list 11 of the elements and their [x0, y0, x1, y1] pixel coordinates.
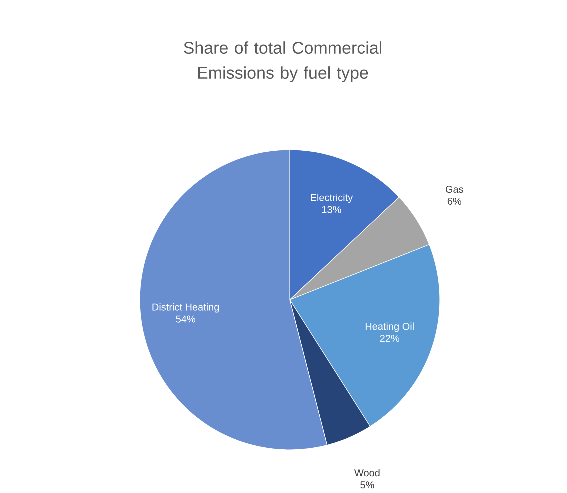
slice-label: Gas: [446, 186, 464, 194]
slice-label: Electricity: [311, 194, 354, 204]
chart-title: Share of total Commercial Emissions by fuel type: [184, 42, 382, 82]
data-label: 13%: [322, 206, 342, 214]
slice-label: Heating Oil: [366, 322, 414, 332]
data-label: 6%: [448, 198, 462, 206]
data-label: 54%: [176, 316, 196, 323]
slice-label: District Heating: [152, 303, 220, 313]
slice-label: Wood: [354, 469, 380, 477]
data-label: 22%: [380, 335, 400, 342]
data-label: 5%: [360, 482, 374, 489]
